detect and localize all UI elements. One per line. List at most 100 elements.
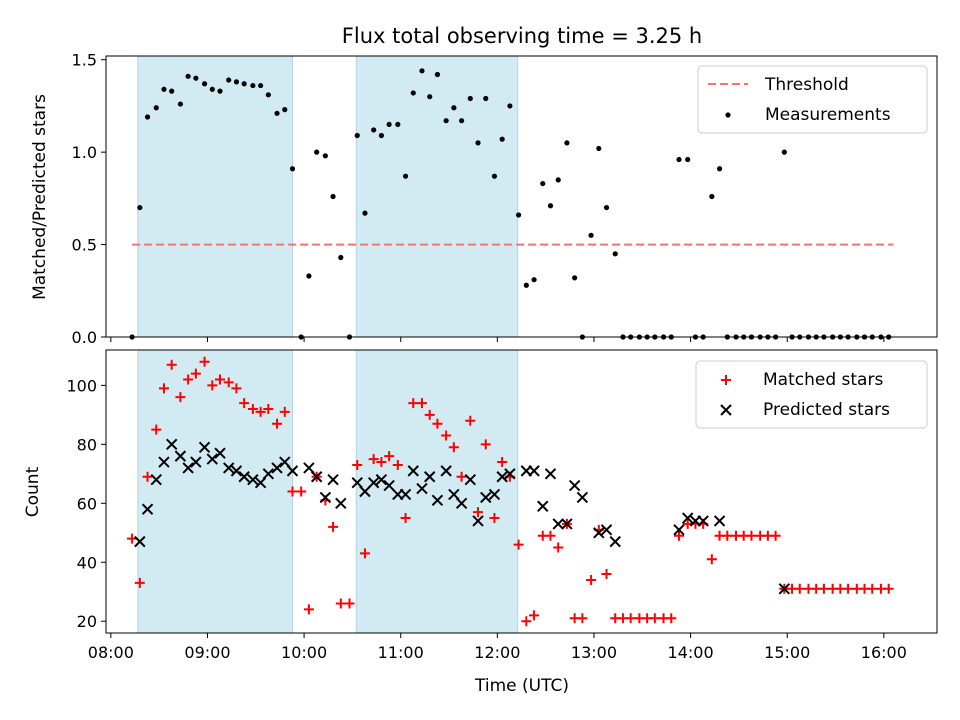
measurement-point <box>564 140 570 146</box>
bottom-ylabel: Count <box>23 466 43 517</box>
top-ylabel: Matched/Predicted stars <box>30 94 50 300</box>
bottom-x-tick-label: 11:00 <box>378 643 424 662</box>
matched-star-point <box>127 533 138 544</box>
bottom-x-tick-label: 10:00 <box>281 643 327 662</box>
bottom-panel: 08:00 09:00 10:00 11:00 12:00 13:00 14:00 15:00… <box>23 349 938 696</box>
predicted-star-point <box>359 485 371 498</box>
matched-star-point <box>344 598 355 609</box>
predicted-star-point <box>165 438 178 451</box>
top-ticks: 0.0 0.5 1.0 1.5 <box>72 51 885 347</box>
measurement-point <box>676 156 682 163</box>
matched-star-point <box>287 486 298 497</box>
measurement-point <box>572 275 578 281</box>
predicted-star-point <box>416 482 428 495</box>
predicted-star-point <box>223 462 235 474</box>
measurement-point <box>289 166 296 172</box>
measurement-point <box>547 203 554 209</box>
measurement-point <box>378 132 384 139</box>
bottom-x-tick-label: 09:00 <box>184 643 230 662</box>
matched-star-point <box>424 409 435 420</box>
measurement-point <box>274 110 280 116</box>
matched-star-point <box>706 554 717 565</box>
predicted-star-point <box>310 471 323 483</box>
measurement-point <box>185 73 191 79</box>
predicted-star-point <box>214 447 226 459</box>
matched-star-point <box>175 392 186 403</box>
matched-star-point <box>183 374 194 385</box>
predicted-star-point <box>198 441 211 453</box>
predicted-star-point <box>141 503 154 515</box>
predicted-star-point <box>262 468 275 480</box>
measurement-point <box>475 140 481 146</box>
measurement-point <box>555 177 561 183</box>
predicted-star-point <box>561 518 573 530</box>
predicted-star-point <box>238 471 250 483</box>
matched-star-point <box>231 383 242 394</box>
top-panel: 0.0 0.5 1.0 1.5 Matched/Predicted stars Thr… <box>30 51 938 347</box>
predicted-star-point <box>455 497 468 509</box>
matched-star-point <box>513 539 524 550</box>
top-shaded-span <box>137 55 293 338</box>
measurement-point <box>781 149 787 155</box>
matched-star-point <box>883 583 894 594</box>
top-y-tick-label: 0.0 <box>72 328 97 347</box>
legend-predicted-label: Predicted stars <box>763 400 890 420</box>
matched-star-point <box>151 424 162 435</box>
predicted-star-point <box>319 491 332 504</box>
matched-star-point <box>255 406 266 417</box>
predicted-star-point <box>158 456 170 468</box>
predicted-star-point <box>593 527 605 539</box>
legend-matched-swatch <box>721 375 731 385</box>
matched-star-point <box>239 398 250 409</box>
predicted-star-point <box>271 462 283 474</box>
bottom-x-tick-label: 12:00 <box>474 643 520 662</box>
predicted-star-point <box>464 474 476 486</box>
matched-star-point <box>448 442 459 453</box>
matched-star-point <box>142 471 153 482</box>
predicted-star-point <box>134 535 146 548</box>
predicted-star-point <box>407 465 419 477</box>
predicted-star-point <box>488 488 501 501</box>
measurement-point <box>169 88 175 94</box>
measurement-point <box>451 105 457 111</box>
matched-star-point <box>489 513 500 524</box>
measurement-point <box>226 77 232 83</box>
predicted-star-point <box>537 500 549 512</box>
legend-predicted-swatch <box>720 404 732 416</box>
top-y-tick-label: 1.0 <box>72 143 97 162</box>
matched-star-point <box>134 577 145 588</box>
matched-star-point <box>666 613 677 624</box>
matched-star-point <box>722 530 733 541</box>
predicted-star-point <box>496 471 508 483</box>
matched-star-point <box>441 430 452 441</box>
top-y-tick-label: 1.5 <box>72 51 97 70</box>
measurement-point <box>434 71 441 78</box>
matched-star-point <box>456 471 467 482</box>
matched-star-point <box>247 403 258 414</box>
matched-star-point <box>368 454 379 465</box>
top-legend-box <box>697 65 928 134</box>
measurement-point <box>250 82 256 89</box>
bottom-x-tick-label: 14:00 <box>668 643 714 662</box>
matched-star-point <box>328 521 339 532</box>
measurement-point <box>217 88 223 94</box>
matched-star-point <box>577 613 588 624</box>
bottom-shaded-span <box>355 349 519 634</box>
predicted-star-point <box>609 535 621 548</box>
top-shaded-span <box>355 55 519 338</box>
measurement-point <box>265 92 271 98</box>
measurement-point <box>612 251 618 257</box>
predicted-star-point <box>480 491 492 504</box>
matched-star-point <box>359 548 370 559</box>
legend-measurements-swatch <box>725 112 731 118</box>
matched-star-point <box>166 359 177 370</box>
matched-star-point <box>480 439 491 450</box>
matched-star-point <box>400 513 411 524</box>
predicted-star-point <box>544 468 557 480</box>
predicted-star-point <box>673 524 685 536</box>
measurement-point <box>499 136 505 142</box>
top-shaded-spans <box>137 55 519 338</box>
measurement-point <box>258 82 264 89</box>
bottom-y-tick-label: 40 <box>77 553 97 572</box>
matched-star-point <box>416 398 427 409</box>
